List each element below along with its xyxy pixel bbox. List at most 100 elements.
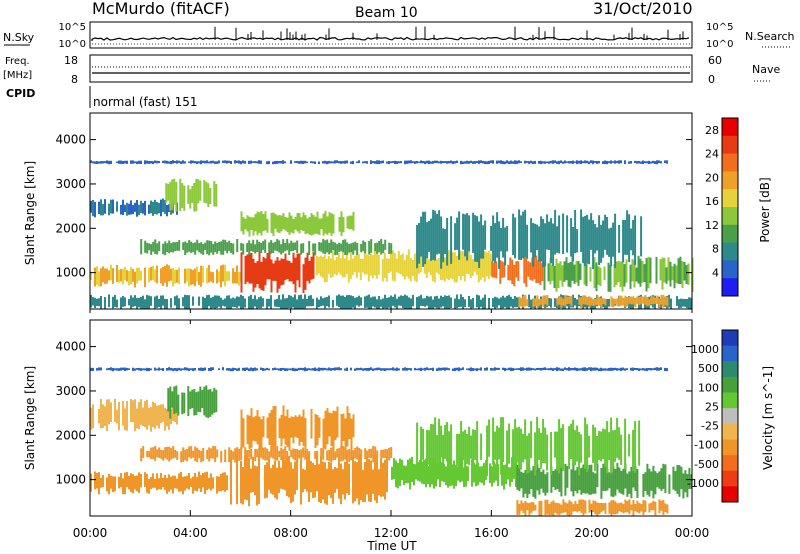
data-cell-band-9 bbox=[478, 221, 481, 268]
data-cell-band-10 bbox=[346, 295, 348, 309]
data-cell-band-11 bbox=[658, 298, 661, 308]
data-cell-band-0 bbox=[220, 473, 222, 492]
data-cell-band-8 bbox=[346, 242, 349, 255]
data-cell-band-0 bbox=[168, 265, 170, 282]
data-cell-band-8 bbox=[228, 240, 231, 251]
data-cell-band-7 bbox=[348, 448, 351, 463]
data-cell-band-5 bbox=[201, 389, 204, 408]
data-cell-band-10 bbox=[130, 295, 132, 309]
data-cell-band-10 bbox=[442, 297, 444, 307]
data-cell-band-11 bbox=[622, 297, 625, 306]
data-cell-band-12 bbox=[380, 160, 382, 164]
data-cell-band-9 bbox=[662, 499, 665, 515]
data-cell-band-12 bbox=[146, 160, 148, 164]
data-cell-band-10 bbox=[310, 295, 312, 307]
data-cell-band-12 bbox=[524, 160, 526, 164]
data-cell-band-4 bbox=[118, 402, 120, 431]
data-cell-band-10 bbox=[528, 367, 530, 371]
data-cell-band-11 bbox=[562, 298, 565, 306]
data-cell-band-8 bbox=[174, 242, 177, 251]
data-cell-band-4 bbox=[98, 409, 100, 424]
data-cell-band-12 bbox=[362, 161, 364, 164]
data-cell-band-1 bbox=[334, 467, 336, 493]
data-cell-band-2 bbox=[441, 462, 443, 481]
data-cell-band-10 bbox=[606, 368, 608, 371]
data-cell-band-7 bbox=[244, 218, 247, 230]
data-cell-band-9 bbox=[578, 499, 581, 512]
power-colorbar-frame bbox=[721, 117, 739, 297]
data-cell-band-10 bbox=[598, 368, 600, 371]
data-cell-band-2 bbox=[385, 258, 388, 282]
data-cell-band-2 bbox=[447, 457, 449, 488]
data-cell-band-2 bbox=[405, 255, 408, 277]
data-cell-band-7 bbox=[186, 449, 189, 462]
data-cell-band-7 bbox=[180, 451, 183, 463]
data-cell-band-8 bbox=[526, 435, 529, 474]
data-cell-band-10 bbox=[320, 296, 322, 307]
data-cell-band-7 bbox=[310, 213, 313, 236]
data-cell-band-1 bbox=[274, 260, 277, 281]
data-cell-band-3 bbox=[564, 463, 567, 496]
data-cell-band-10 bbox=[630, 367, 632, 371]
data-cell-band-9 bbox=[484, 220, 487, 250]
data-cell-band-1 bbox=[370, 460, 372, 502]
data-cell-band-2 bbox=[481, 466, 483, 484]
data-cell-band-1 bbox=[290, 462, 292, 504]
velocity-colorbar-tick-label: 1000 bbox=[691, 343, 719, 356]
data-cell-band-8 bbox=[218, 241, 221, 252]
data-cell-band-4 bbox=[613, 264, 616, 288]
data-cell-band-12 bbox=[208, 161, 210, 164]
data-cell-band-6 bbox=[165, 183, 168, 203]
data-cell-band-9 bbox=[474, 215, 477, 262]
data-cell-band-8 bbox=[230, 243, 233, 254]
data-cell-band-4 bbox=[625, 259, 628, 283]
data-cell-band-12 bbox=[500, 160, 502, 164]
data-cell-band-8 bbox=[516, 427, 519, 463]
data-cell-band-10 bbox=[654, 367, 656, 370]
data-cell-band-3 bbox=[600, 467, 603, 499]
power-y-label: Slant Range [km] bbox=[23, 161, 37, 265]
data-cell-band-8 bbox=[588, 435, 591, 458]
data-cell-band-12 bbox=[250, 160, 252, 164]
data-cell-band-8 bbox=[156, 243, 159, 255]
data-cell-band-10 bbox=[640, 368, 642, 371]
data-cell-band-3 bbox=[618, 467, 621, 493]
velocity-colorbar-swatch bbox=[722, 392, 738, 409]
data-cell-band-6 bbox=[187, 185, 190, 204]
data-cell-band-2 bbox=[435, 463, 437, 487]
data-cell-band-1 bbox=[270, 468, 272, 494]
data-cell-band-5 bbox=[138, 204, 140, 216]
data-cell-band-11 bbox=[582, 295, 585, 305]
data-cell-band-7 bbox=[296, 213, 299, 232]
data-cell-band-7 bbox=[192, 450, 195, 458]
data-cell-band-2 bbox=[401, 253, 404, 277]
data-cell-band-8 bbox=[528, 433, 531, 473]
data-cell-band-7 bbox=[258, 448, 261, 460]
data-cell-band-10 bbox=[204, 298, 206, 309]
data-cell-band-7 bbox=[170, 448, 173, 460]
data-cell-band-9 bbox=[582, 499, 585, 516]
data-cell-band-12 bbox=[618, 160, 620, 164]
data-cell-band-9 bbox=[560, 504, 563, 514]
data-cell-band-6 bbox=[189, 189, 192, 209]
data-cell-band-2 bbox=[387, 258, 390, 274]
data-cell-band-9 bbox=[472, 212, 475, 253]
data-cell-band-0 bbox=[124, 266, 126, 281]
data-cell-band-10 bbox=[496, 367, 498, 370]
data-cell-band-10 bbox=[390, 368, 392, 371]
data-cell-band-9 bbox=[626, 500, 629, 513]
data-cell-band-2 bbox=[411, 456, 413, 482]
data-cell-band-1 bbox=[310, 461, 312, 493]
data-cell-band-4 bbox=[665, 267, 668, 284]
data-cell-band-10 bbox=[170, 367, 172, 371]
data-cell-band-0 bbox=[226, 271, 228, 281]
data-cell-band-1 bbox=[252, 258, 255, 292]
data-cell-band-4 bbox=[138, 402, 140, 429]
data-cell-band-9 bbox=[546, 499, 549, 515]
data-cell-band-12 bbox=[352, 160, 354, 165]
data-cell-band-12 bbox=[562, 161, 564, 164]
data-cell-band-10 bbox=[626, 368, 628, 370]
data-cell-band-12 bbox=[378, 160, 380, 165]
data-cell-band-10 bbox=[142, 368, 144, 371]
